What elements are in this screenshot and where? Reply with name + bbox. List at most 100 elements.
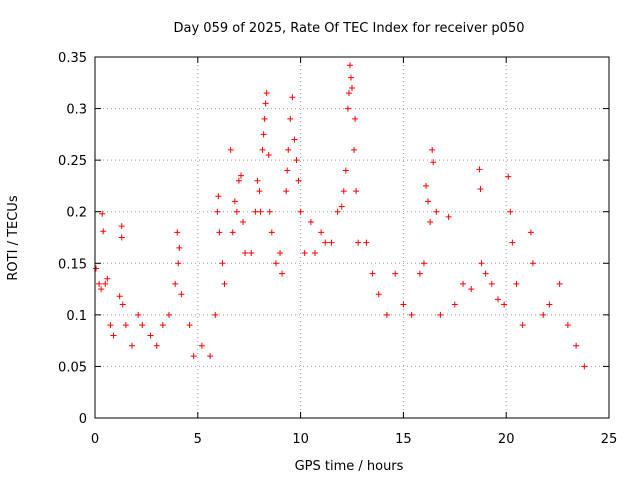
y-tick-label: 0.15 <box>58 257 87 272</box>
data-point <box>408 311 415 318</box>
x-tick-label: 5 <box>194 432 202 447</box>
data-point <box>291 136 298 143</box>
y-axis-label: ROTI / TECUs <box>6 195 21 280</box>
data-point <box>231 198 238 205</box>
data-point <box>235 177 242 184</box>
data-point <box>122 322 129 329</box>
data-point <box>266 208 273 215</box>
data-point <box>451 301 458 308</box>
y-tick-label: 0.35 <box>58 51 87 66</box>
data-point <box>260 131 267 138</box>
data-point <box>488 280 495 287</box>
data-point <box>153 342 160 349</box>
data-point <box>501 301 508 308</box>
data-point <box>293 157 300 164</box>
data-point <box>119 301 126 308</box>
data-point <box>257 208 264 215</box>
x-tick-label: 10 <box>292 432 309 447</box>
x-tick-label: 0 <box>91 432 99 447</box>
data-point <box>147 332 154 339</box>
data-point <box>297 208 304 215</box>
data-point <box>425 198 432 205</box>
data-point <box>513 280 520 287</box>
y-tick-label: 0.05 <box>58 360 87 375</box>
data-point <box>118 223 125 230</box>
data-point <box>93 265 100 272</box>
data-point <box>351 146 358 153</box>
data-point <box>344 105 351 112</box>
data-point <box>175 260 182 267</box>
data-point <box>392 270 399 277</box>
data-point <box>178 291 185 298</box>
data-point <box>254 177 261 184</box>
data-point <box>186 322 193 329</box>
data-point <box>96 280 103 287</box>
data-point <box>256 188 263 195</box>
data-point <box>519 322 526 329</box>
data-point <box>289 94 296 101</box>
data-point <box>328 239 335 246</box>
data-point <box>429 146 436 153</box>
data-points <box>93 62 588 370</box>
data-point <box>564 322 571 329</box>
y-tick-label: 0.3 <box>66 103 87 118</box>
data-point <box>227 146 234 153</box>
axis-ticks: 0 0.05 0.1 0.15 0.2 0.25 0.3 0.35 0 5 10 15 20 25 <box>58 51 617 447</box>
data-point <box>349 84 355 91</box>
data-point <box>233 208 240 215</box>
data-point <box>346 62 353 69</box>
data-point <box>369 270 376 277</box>
data-point <box>284 167 291 174</box>
data-point <box>139 322 146 329</box>
data-point <box>507 208 514 215</box>
data-point <box>430 159 437 166</box>
data-point <box>207 353 214 360</box>
data-point <box>375 291 382 298</box>
data-point <box>352 115 359 122</box>
data-point <box>272 260 279 267</box>
data-point <box>556 280 563 287</box>
data-point <box>427 219 434 226</box>
x-tick-label: 15 <box>395 432 412 447</box>
data-point <box>176 244 183 251</box>
data-point <box>573 342 580 349</box>
data-point <box>135 311 142 318</box>
data-point <box>107 322 114 329</box>
y-tick-label: 0.1 <box>66 309 87 324</box>
data-point <box>342 167 349 174</box>
x-tick-label: 20 <box>498 432 515 447</box>
data-point <box>279 270 286 277</box>
data-point <box>242 249 249 256</box>
data-point <box>219 260 226 267</box>
data-point <box>505 173 512 180</box>
data-point <box>423 182 430 189</box>
data-point <box>295 177 302 184</box>
data-point <box>322 239 329 246</box>
data-point <box>248 249 255 256</box>
data-point <box>363 239 370 246</box>
data-point <box>476 166 483 173</box>
data-point <box>263 90 270 97</box>
data-point <box>212 311 219 318</box>
data-point <box>283 188 290 195</box>
data-point <box>437 311 444 318</box>
data-point <box>416 270 423 277</box>
data-point <box>252 208 259 215</box>
data-point <box>116 293 123 300</box>
data-point <box>198 342 205 349</box>
x-tick-label: 25 <box>601 432 618 447</box>
data-point <box>420 260 427 267</box>
data-point <box>529 260 536 267</box>
data-point <box>334 208 341 215</box>
data-point <box>581 363 588 370</box>
data-point <box>99 210 106 217</box>
x-axis-label: GPS time / hours <box>295 459 404 474</box>
data-point <box>166 311 173 318</box>
data-point <box>355 239 362 246</box>
data-point <box>261 115 268 122</box>
data-point <box>527 229 534 236</box>
data-point <box>311 249 318 256</box>
data-point <box>347 74 354 81</box>
